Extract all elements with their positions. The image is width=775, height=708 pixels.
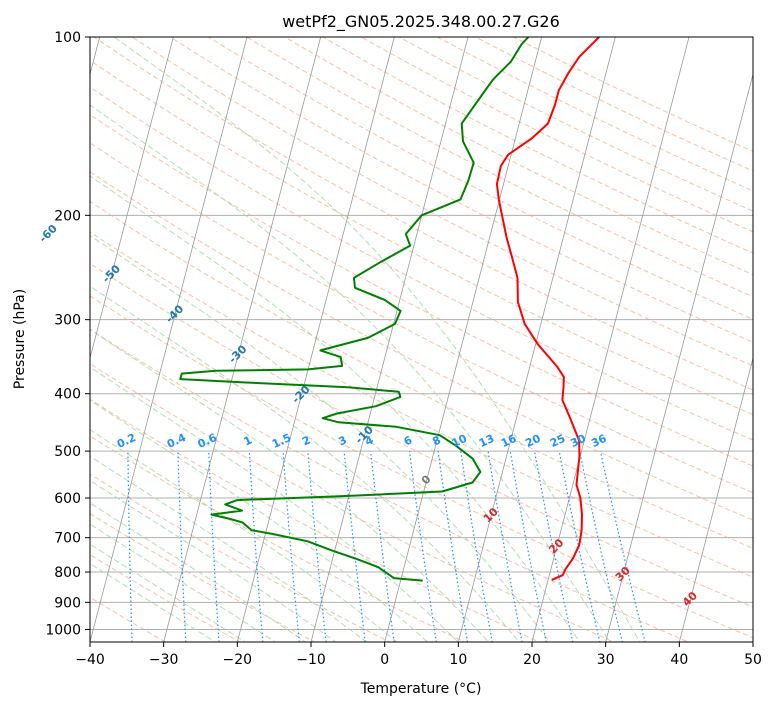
x-tick-label: 40: [670, 652, 688, 668]
x-axis-label: Temperature (°C): [360, 681, 482, 697]
mixing-ratio-line: [558, 450, 601, 642]
x-tick-label: 10: [449, 652, 467, 668]
mixing-ratio-label: 13: [477, 432, 496, 450]
y-tick-label: 200: [54, 208, 81, 224]
x-tick-label: 50: [744, 652, 762, 668]
x-axis: −40 −30 −20 −10 0 10 20 30 40 50: [75, 642, 762, 668]
mixing-ratio-line: [343, 451, 366, 642]
isotherm-line: [678, 356, 753, 642]
mixing-ratio-line: [460, 451, 493, 642]
mixing-ratio-line: [509, 450, 547, 642]
mixing-ratio-line: [177, 451, 187, 642]
y-tick-label: 700: [54, 531, 81, 547]
y-tick-label: 600: [54, 491, 81, 507]
x-tick-label: −10: [296, 652, 326, 668]
isotherm-line: [163, 37, 322, 642]
dry-adiabat-line: [90, 363, 615, 642]
moist-adiabat-line: [90, 479, 337, 642]
isotherm-line: [310, 37, 469, 642]
plot-frame: [89, 36, 754, 643]
x-tick-label: 20: [523, 652, 541, 668]
mixing-ratio-label: 16: [499, 432, 519, 450]
dry-adiabat-line: [90, 554, 242, 642]
dry-adiabat-line: [90, 295, 753, 639]
y-tick-label: 1000: [45, 622, 81, 638]
isobar-grid: [90, 37, 753, 630]
moist-adiabat-line: [90, 502, 307, 642]
isotherm-line: [384, 37, 543, 642]
mixing-ratio-line: [487, 451, 523, 642]
dry-adiabat-line: [90, 513, 316, 642]
x-tick-label: −40: [75, 652, 105, 668]
isotherms: [90, 37, 753, 642]
isotherm-line: [236, 37, 395, 642]
dry-adiabat-line: [90, 114, 753, 467]
moist-adiabat-line: [90, 234, 551, 642]
dry-adiabat-line: [90, 435, 466, 642]
y-tick-label: 900: [54, 595, 81, 611]
x-tick-label: −20: [223, 652, 253, 668]
dry-adiabat-line: [90, 171, 753, 521]
mixing-ratio-line: [248, 451, 264, 642]
isotherm-line: [457, 37, 616, 642]
y-axis: 100 200 300 400 500 600 700 800 900 1000: [45, 30, 90, 638]
x-tick-label: −30: [149, 652, 179, 668]
y-tick-label: 500: [54, 444, 81, 460]
isotherm-line: [90, 37, 248, 642]
x-tick-label: 0: [380, 652, 389, 668]
mixing-ratio-line: [437, 451, 469, 642]
mixing-ratio-line: [208, 451, 220, 642]
mixing-ratio-label: 20: [523, 432, 543, 450]
mixing-ratio-label: 36: [589, 432, 609, 450]
isotherm-line: [90, 37, 174, 360]
temperature-line: [495, 37, 600, 581]
mixing-ratio-line: [370, 451, 395, 642]
mixing-ratio-label: 30: [569, 432, 589, 450]
mixing-ratio-line: [533, 450, 574, 642]
dewpoint-line: [179, 37, 530, 582]
moist-adiabat-line: [90, 429, 398, 642]
dry-adiabat-line: [90, 86, 753, 441]
moist-adiabat-line: [90, 285, 520, 642]
mixing-ratio-line: [599, 450, 646, 642]
y-tick-label: 800: [54, 565, 81, 581]
x-tick-label: 30: [597, 652, 615, 668]
dry-adiabat-line: [90, 231, 753, 578]
y-axis-label: Pressure (hPa): [12, 289, 28, 389]
mixing-ratio-line: [579, 450, 624, 642]
sounding-series: [179, 37, 600, 582]
chart-title: wetPf2_GN05.2025.348.00.27.G26: [282, 12, 560, 32]
dry-adiabat-line: [90, 398, 540, 642]
moist-adiabat-line: [90, 328, 490, 642]
mixing-ratio-lines: [127, 450, 646, 642]
mixing-ratio-label: 10: [450, 432, 470, 450]
moist-adiabat-line: [90, 455, 368, 642]
moist-adiabat-line: [113, 37, 641, 642]
mixing-ratio-line: [408, 451, 438, 642]
dry-adiabat-line: [90, 473, 391, 642]
plot-area: [90, 37, 753, 642]
y-tick-label: 300: [54, 313, 81, 329]
mixing-ratio-line: [127, 451, 133, 642]
dry-adiabats: [90, 37, 753, 642]
mixing-ratio-label: 25: [548, 432, 567, 450]
y-tick-label: 100: [54, 30, 81, 46]
isotherm-line: [531, 37, 690, 642]
moist-adiabat-line: [90, 104, 611, 642]
moist-adiabat-line: [90, 523, 277, 642]
isotherm-line: [605, 72, 753, 642]
moist-adiabat-line: [90, 175, 581, 642]
dry-adiabat-line: [90, 142, 753, 494]
y-tick-label: 400: [54, 387, 81, 403]
